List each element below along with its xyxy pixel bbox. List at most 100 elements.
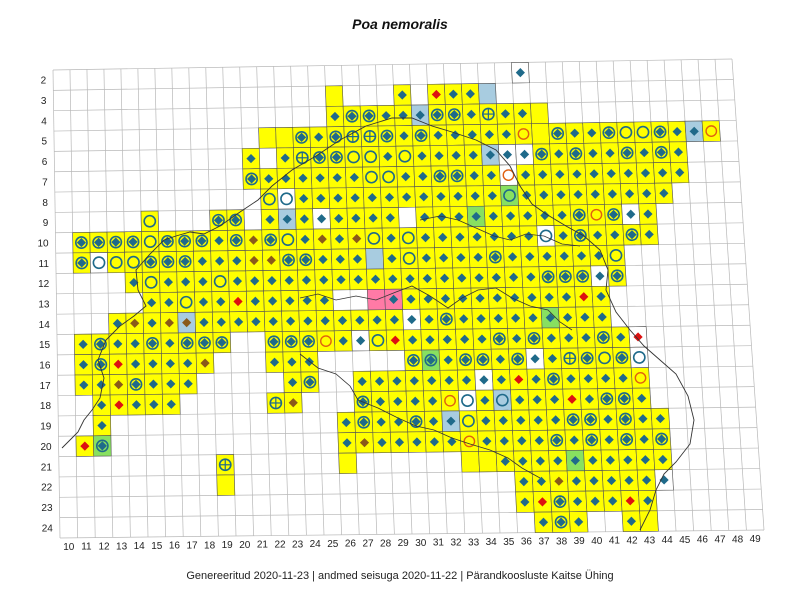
diamond-marker: [642, 188, 652, 199]
diamond-marker: [606, 168, 616, 179]
grid-cell: [551, 511, 571, 533]
diamond-marker: [332, 173, 342, 183]
grid-cell: [563, 409, 583, 431]
diamond-marker: [166, 399, 176, 409]
circle-marker: [357, 415, 371, 429]
grid-cell: [597, 388, 617, 410]
diamond-marker: [639, 434, 649, 444]
diamond-marker: [456, 252, 466, 263]
diamond-marker: [601, 373, 611, 383]
grid-cell: [309, 126, 328, 148]
circle-marker: [573, 229, 587, 242]
row-label: 13: [38, 300, 50, 311]
grid-cell: [245, 270, 264, 292]
diamond-marker: [130, 339, 140, 349]
diamond-marker: [251, 317, 261, 327]
circle-marker-orange: [705, 125, 718, 137]
grid-cell: [514, 123, 533, 145]
diamond-marker: [471, 211, 481, 222]
circle-marker: [161, 255, 175, 269]
grid-cell: [158, 230, 177, 252]
row-label: 9: [43, 218, 49, 229]
grid-cell: [209, 209, 228, 231]
diamond-marker: [491, 272, 501, 283]
circle-marker-orange: [320, 335, 332, 348]
grid-cell: [467, 226, 487, 248]
diamond-marker: [515, 68, 525, 78]
diamond-marker: [548, 374, 559, 384]
circle-marker: [566, 413, 580, 427]
diamond-marker: [282, 214, 292, 224]
diamond-marker: [626, 516, 637, 526]
circle-marker: [654, 145, 668, 159]
grid-cell: [650, 407, 671, 430]
grid-cell: [493, 409, 513, 432]
circle-marker: [302, 334, 315, 348]
circle-marker: [554, 515, 568, 529]
circle-marker: [620, 433, 634, 446]
circle-marker: [299, 253, 313, 267]
grid-cell: [533, 163, 553, 186]
diamond-marker: [434, 151, 444, 161]
circle-marker: [617, 392, 631, 405]
circle-marker: [75, 256, 89, 270]
grid-cell: [74, 374, 93, 396]
grid-cell: [633, 121, 653, 143]
grid-cell: [300, 371, 320, 393]
grid-cell: [472, 328, 492, 350]
column-label: 24: [310, 539, 322, 550]
diamond-marker: [447, 437, 457, 447]
diamond-marker: [148, 379, 159, 389]
diamond-marker: [453, 191, 463, 201]
circle-marker: [636, 125, 650, 139]
diamond-marker: [298, 173, 308, 183]
row-label: 6: [42, 157, 48, 168]
diamond-marker: [622, 434, 632, 445]
grid-cell: [383, 268, 403, 290]
diamond-marker: [450, 130, 460, 140]
diamond-marker: [555, 497, 565, 507]
circle-marker: [558, 270, 572, 283]
grid-cell: [598, 408, 618, 430]
diamond-marker: [182, 317, 192, 328]
diamond-marker: [410, 396, 420, 406]
diamond-marker: [355, 315, 365, 325]
row-label: 24: [42, 523, 54, 534]
diamond-marker: [566, 374, 576, 384]
diamond-marker: [407, 314, 417, 325]
column-label: 31: [433, 538, 445, 549]
grid-cell: [585, 490, 605, 512]
grid-cell: [550, 163, 570, 185]
column-label: 10: [63, 542, 75, 553]
grid-cell: [398, 227, 418, 249]
diamond-marker: [537, 497, 548, 507]
diamond-marker: [97, 441, 107, 451]
grid-line-v: [69, 69, 78, 538]
circle-marker: [527, 331, 541, 345]
diamond-marker: [113, 359, 123, 369]
diamond-marker: [96, 380, 106, 390]
diamond-marker: [655, 127, 665, 137]
grid-cell: [476, 410, 496, 432]
diamond-marker: [533, 415, 543, 425]
circle-marker: [414, 129, 428, 142]
cell-square: [275, 127, 294, 149]
diamond-marker: [608, 496, 618, 506]
grid-cell: [141, 230, 160, 253]
diamond-marker: [199, 338, 210, 348]
grid-cell: [362, 186, 382, 209]
grid-cell: [279, 249, 298, 271]
diamond-marker: [441, 314, 451, 324]
grid-cell: [550, 491, 570, 513]
grid-cell: [311, 187, 331, 209]
grid-cell: [456, 349, 476, 371]
grid-cell: [193, 250, 212, 272]
circle-marker: [345, 109, 359, 123]
grid-cell: [420, 329, 440, 351]
grid-cell: [315, 310, 335, 332]
diamond-marker: [554, 476, 564, 486]
column-label: 39: [574, 536, 586, 547]
grid-cell: [592, 306, 612, 328]
diamond-marker: [568, 415, 578, 425]
